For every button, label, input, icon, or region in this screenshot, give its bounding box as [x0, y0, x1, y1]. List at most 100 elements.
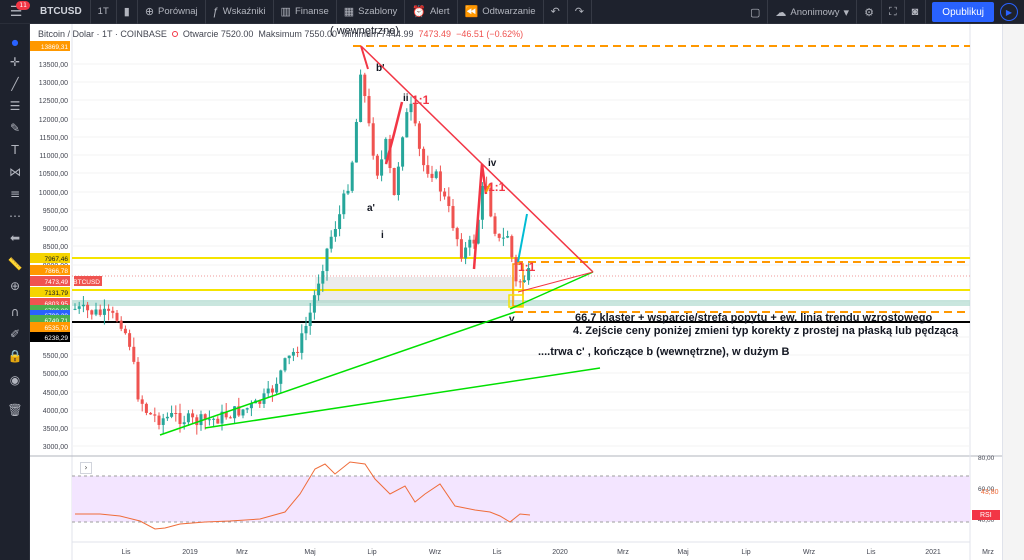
- symbol-search[interactable]: BTCUSD: [32, 0, 91, 24]
- candle-body: [501, 237, 505, 239]
- candle-body: [115, 312, 119, 321]
- price-tick-label: 9500,00: [43, 208, 68, 215]
- candle-body: [165, 416, 169, 419]
- menu-button[interactable]: ☰ 11: [0, 0, 32, 24]
- rsi-collapse-button[interactable]: ›: [80, 462, 92, 474]
- overlay-text: ( wewnętrzne): [330, 25, 399, 37]
- templates-button[interactable]: ▦ Szablony: [337, 0, 406, 24]
- candle-body: [212, 418, 216, 420]
- zoom-icon[interactable]: ⊕: [9, 279, 21, 293]
- candle-body: [119, 320, 123, 329]
- user-button[interactable]: ☁ Anonimowy ▾: [768, 0, 858, 24]
- notification-badge: 11: [16, 0, 30, 10]
- candle-body: [464, 247, 468, 259]
- status-dot-icon: [171, 31, 178, 37]
- support-trendline-long: [159, 311, 516, 436]
- lock-drawings-icon[interactable]: ✐: [9, 327, 21, 341]
- settings-button[interactable]: ⚙: [857, 0, 882, 24]
- dot-icon[interactable]: ●: [11, 37, 19, 47]
- undo-button[interactable]: ↶: [544, 0, 568, 24]
- wave-iv-orange: [485, 183, 491, 193]
- arrow-left-icon[interactable]: ⬅: [9, 231, 21, 245]
- layout-button[interactable]: ▢: [743, 0, 769, 24]
- fullscreen-button[interactable]: ⛶: [882, 0, 905, 24]
- candle-body: [291, 351, 295, 356]
- price-label-text: 7866,78: [45, 268, 69, 275]
- candle-body: [266, 388, 270, 394]
- finance-icon: ▥: [280, 6, 291, 18]
- price-label-box: [30, 276, 70, 286]
- candle-body: [308, 312, 312, 326]
- price-tick-label: 13000,00: [39, 80, 68, 87]
- candle-body: [375, 155, 379, 176]
- chart-legend: Bitcoin / Dolar · 1T · COINBASE Otwarcie…: [38, 29, 523, 39]
- chart-type-button[interactable]: ▮: [117, 0, 138, 24]
- candle-body: [514, 257, 518, 282]
- pattern-icon[interactable]: ⋈: [9, 165, 21, 179]
- chart-canvas[interactable]: 13500,00 13000,00 12500,00 12000,00 11500,00…: [30, 24, 1002, 560]
- price-label-text: 7473,49: [45, 279, 69, 286]
- candle-body: [283, 358, 287, 371]
- play-button[interactable]: ▶: [1000, 3, 1018, 21]
- price-label-box: [30, 253, 70, 263]
- chart-pane[interactable]: 13500,00 13000,00 12500,00 12000,00 11500,00…: [30, 24, 1002, 560]
- horizontal-lines-icon[interactable]: ☰: [9, 99, 21, 113]
- price-label-text: 13869,31: [41, 44, 68, 51]
- cloud-icon: ☁: [775, 6, 787, 19]
- trash-icon[interactable]: 🗑: [7, 403, 23, 417]
- alert-button[interactable]: ⏰ Alert: [405, 0, 458, 24]
- text-icon[interactable]: T: [11, 143, 19, 157]
- candle-body: [455, 228, 459, 240]
- candle-body: [170, 412, 174, 417]
- eye-icon[interactable]: ◉: [9, 373, 21, 387]
- candle-body: [396, 166, 400, 196]
- shapes-icon[interactable]: ⋯: [9, 209, 21, 223]
- publish-button[interactable]: Opublikuj: [932, 2, 994, 22]
- candle-body: [77, 306, 81, 309]
- lock-icon[interactable]: 🔒: [7, 349, 23, 363]
- wave-label-iv: iv: [488, 158, 497, 169]
- finance-button[interactable]: ▥ Finanse: [274, 0, 337, 24]
- redo-button[interactable]: ↷: [568, 0, 592, 24]
- candle-body: [304, 325, 308, 334]
- candle-body: [321, 271, 325, 284]
- legend-change: −46.51 (−0.62%): [456, 29, 524, 39]
- chevron-down-icon: ▾: [843, 6, 850, 19]
- replay-label: Odtwarzanie: [482, 6, 536, 17]
- magnet-icon[interactable]: ∩: [10, 305, 20, 319]
- snapshot-button[interactable]: ◙: [905, 0, 927, 24]
- indicators-button[interactable]: ƒ Wskaźniki: [206, 0, 274, 24]
- candle-body: [195, 417, 199, 426]
- finance-label: Finanse: [294, 6, 329, 17]
- prediction-icon[interactable]: ≡: [9, 187, 21, 201]
- candle-body: [422, 148, 426, 166]
- candle-body: [401, 137, 405, 167]
- rsi-label-box: [972, 510, 1000, 520]
- toolbar-right: ▢ ☁ Anonimowy ▾ ⚙ ⛶ ◙ Opublikuj ▶: [743, 0, 1024, 24]
- trendline-icon[interactable]: ╱: [11, 77, 19, 91]
- candle-body: [476, 219, 480, 244]
- compare-button[interactable]: ⊕ Porównaj: [138, 0, 206, 24]
- annotation-text-2: 4. Zejście ceny poniżej zmieni typ korek…: [573, 325, 959, 337]
- price-tick-label: 11000,00: [39, 153, 68, 160]
- candle-body: [144, 403, 148, 413]
- alert-label: Alert: [429, 6, 450, 17]
- price-label-text: 7131,79: [45, 290, 69, 297]
- brush-icon[interactable]: ✎: [9, 121, 21, 135]
- candle-body: [300, 333, 304, 353]
- candle-body: [346, 190, 350, 194]
- drawings: [159, 45, 601, 436]
- candle-body: [317, 283, 321, 296]
- wave-label-i: i: [381, 230, 384, 241]
- crosshair-icon[interactable]: ✛: [9, 55, 21, 69]
- ruler-icon[interactable]: 📏: [7, 257, 23, 271]
- legend-close: 7473.49: [418, 29, 452, 39]
- replay-button[interactable]: ⏪ Odtwarzanie: [458, 0, 544, 24]
- candle-body: [371, 123, 375, 156]
- candle-body: [485, 185, 489, 188]
- timeframe-button[interactable]: 1T: [91, 0, 117, 24]
- candle-body: [459, 239, 463, 259]
- candle-body: [312, 295, 316, 313]
- camera-icon: ◙: [911, 6, 919, 18]
- time-tick-label: Lis: [122, 549, 131, 556]
